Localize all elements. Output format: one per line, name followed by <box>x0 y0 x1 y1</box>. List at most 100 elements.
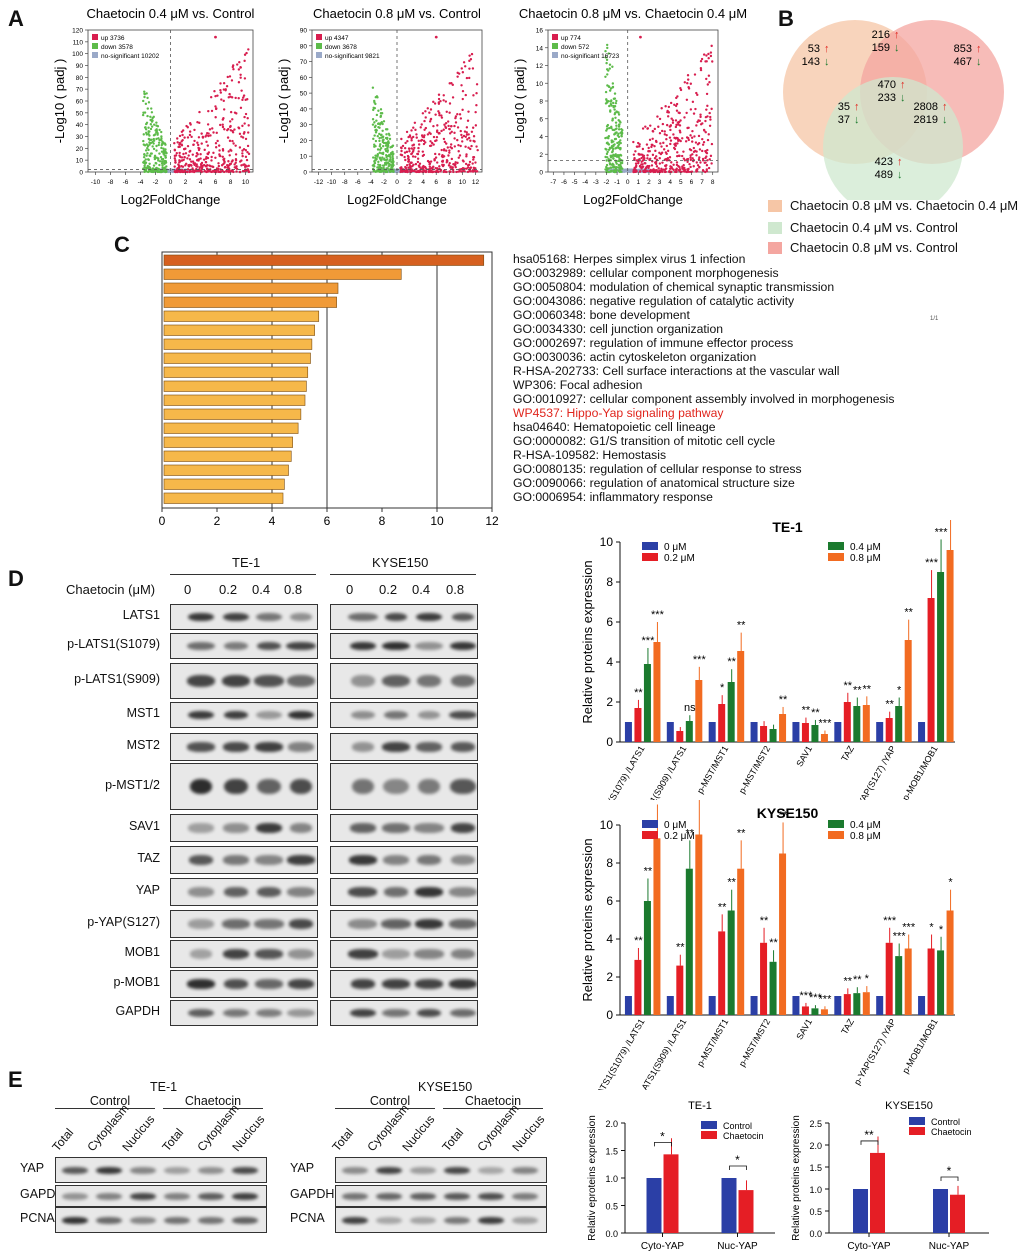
bar-group: ******p-LATS1(S909) /LATS1 <box>633 800 703 1090</box>
svg-text:-6: -6 <box>355 179 361 186</box>
svg-text:0: 0 <box>169 179 173 186</box>
svg-text:0: 0 <box>303 170 307 177</box>
bar <box>624 996 632 1015</box>
svg-text:110: 110 <box>73 39 84 46</box>
e-row-label: YAP <box>20 1161 45 1175</box>
significance: ** <box>727 877 736 889</box>
blot-strip <box>330 846 478 874</box>
significance: *** <box>800 990 814 1002</box>
blot-strip <box>170 940 318 968</box>
e-fraction-label: Total <box>439 1125 467 1154</box>
svg-text:-3: -3 <box>593 179 599 186</box>
blot-strip <box>170 846 318 874</box>
bar <box>885 942 893 1015</box>
ytick: 0.5 <box>605 1202 618 1212</box>
dose-label: 0.4 <box>252 582 271 597</box>
bar-group: ******p-MST/MST2 <box>737 809 788 1068</box>
ytick: 2.0 <box>809 1141 822 1151</box>
bar <box>718 931 726 1015</box>
bar <box>853 993 861 1015</box>
panel-label-a: A <box>8 6 24 31</box>
venn-diagram: 53 ↑143 ↓216 ↑159 ↓ 853 ↑467 ↓470 ↑233 ↓35 ↑37 ↓280… <box>783 20 1004 200</box>
enrichment-term: GO:0032989: cellular component morphogen… <box>513 266 779 280</box>
volcano-legend-entry: down 3678 <box>325 44 357 51</box>
blot-row-label: YAP <box>135 883 160 897</box>
ytick: 6 <box>606 615 613 629</box>
ytick: 8 <box>606 575 613 589</box>
svg-text:10: 10 <box>242 179 250 186</box>
chart-title: TE-1 <box>688 1100 712 1112</box>
significance: * <box>947 1164 952 1178</box>
dose-label: 0 <box>184 582 192 597</box>
legend-entry: Control <box>931 1117 960 1127</box>
enrichment-bar <box>163 478 285 490</box>
significance: * <box>948 877 953 889</box>
enrichment-bar <box>163 380 307 392</box>
significance: ** <box>760 915 769 927</box>
e-blot-strip <box>55 1157 267 1183</box>
bar <box>685 868 693 1015</box>
blot-strip <box>330 910 478 938</box>
svg-text:↓: ↓ <box>894 42 900 54</box>
enrichment-bar <box>163 352 311 364</box>
bar <box>750 996 758 1015</box>
bar <box>769 729 777 742</box>
enrichment-term: GO:0043086: negative regulation of catal… <box>513 294 795 308</box>
category-label: p-MST/MST2 <box>737 1017 772 1068</box>
bar <box>918 722 926 742</box>
e-fraction-label: Nuclcus <box>399 1112 438 1154</box>
significance: * <box>720 682 725 694</box>
bar <box>792 996 800 1015</box>
down-points <box>141 90 168 174</box>
svg-text:12: 12 <box>472 179 480 186</box>
enrichment-term: hsa04640: Hematopoietic cell lineage <box>513 420 716 434</box>
blot-row-label: SAV1 <box>128 819 160 833</box>
blot-row-label: GAPDH <box>115 1004 160 1018</box>
svg-text:40: 40 <box>300 106 308 113</box>
significance: *** <box>893 930 907 942</box>
significance: *** <box>693 654 707 666</box>
svg-text:423: 423 <box>875 156 893 168</box>
svg-text:↑: ↑ <box>824 43 830 55</box>
svg-text:-1: -1 <box>614 179 620 186</box>
significance: *** <box>819 718 833 730</box>
legend-entry: Control <box>723 1121 752 1131</box>
ytick: 1.5 <box>605 1147 618 1157</box>
svg-text:-4: -4 <box>138 179 144 186</box>
dose-label: 0.8 <box>284 582 303 597</box>
svg-text:60: 60 <box>76 99 84 106</box>
svg-text:-4: -4 <box>368 179 374 186</box>
category-label: p-MST/MST2 <box>737 744 772 795</box>
enrichment-term: hsa05168: Herpes simplex virus 1 infecti… <box>513 252 746 266</box>
svg-text:-Log10 ( padj ): -Log10 ( padj ) <box>276 59 291 144</box>
enrichment-bar <box>163 296 337 308</box>
svg-text:853: 853 <box>954 43 972 55</box>
significance: *** <box>925 557 939 569</box>
bar-group: *****p-MST/MST1 <box>695 620 746 796</box>
svg-text:7: 7 <box>700 179 704 186</box>
category-label: SAV1 <box>794 744 814 768</box>
volcano-title: Chaetocin 0.8 μM vs. Control <box>313 6 481 21</box>
ytick: 1.0 <box>809 1185 822 1195</box>
bar <box>950 1194 965 1233</box>
significance: *** <box>651 800 665 803</box>
svg-text:470: 470 <box>878 79 896 91</box>
enrichment-term: GO:0030036: actin cytoskeleton organizat… <box>513 350 757 364</box>
volcano-plot-3: Chaetocin 0.8 μM vs. Chaetocin 0.4 μM-7-… <box>512 6 747 207</box>
svg-text:0: 0 <box>626 179 630 186</box>
legend-entry: 0.8 μM <box>850 553 881 564</box>
category-label: SAV1 <box>794 1017 814 1041</box>
volcano-title: Chaetocin 0.4 μM vs. Control <box>87 6 255 21</box>
blot-strip <box>330 733 478 761</box>
svg-text:-10: -10 <box>91 179 101 186</box>
svg-text:2: 2 <box>184 179 188 186</box>
svg-text:2: 2 <box>647 179 651 186</box>
enrichment-bar <box>163 324 315 336</box>
bar <box>904 640 912 742</box>
dose-label: 0.2 <box>379 582 398 597</box>
volcano-legend-entry: down 3578 <box>101 44 133 51</box>
significance: * <box>929 922 934 934</box>
enrichment-term: GO:0080135: regulation of cellular respo… <box>513 462 802 476</box>
svg-text:↑: ↑ <box>942 101 948 113</box>
venn-region-2: 216 ↑ 159 ↓ <box>872 29 900 54</box>
